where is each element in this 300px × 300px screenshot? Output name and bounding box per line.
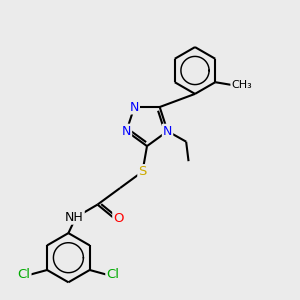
Text: S: S bbox=[138, 165, 147, 178]
Text: NH: NH bbox=[65, 211, 84, 224]
Text: N: N bbox=[163, 125, 172, 138]
Text: Cl: Cl bbox=[17, 268, 31, 281]
Text: Cl: Cl bbox=[106, 268, 119, 281]
Text: N: N bbox=[130, 100, 139, 113]
Text: O: O bbox=[113, 212, 124, 225]
Text: CH₃: CH₃ bbox=[231, 80, 252, 90]
Text: N: N bbox=[122, 125, 131, 138]
